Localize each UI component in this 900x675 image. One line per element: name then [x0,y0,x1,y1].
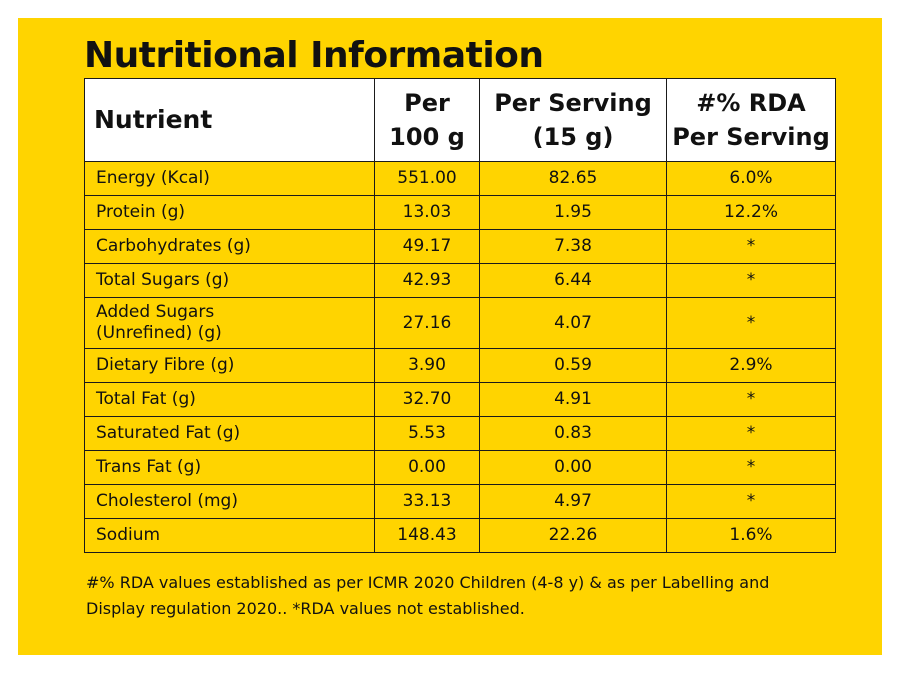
per-100g-value: 3.90 [374,348,480,383]
nutrient-name: Dietary Fibre (g) [84,348,375,383]
rda-value: 12.2% [666,195,836,230]
per-100g-value: 42.93 [374,263,480,298]
nutrient-name: Trans Fat (g) [84,450,375,485]
per-100g-value: 0.00 [374,450,480,485]
per-100g-value: 551.00 [374,161,480,196]
per-100g-value: 49.17 [374,229,480,264]
table-row: Sodium 148.43 22.26 1.6% [84,518,836,553]
rda-value: * [666,263,836,298]
per-serving-value: 6.44 [479,263,667,298]
nutrient-name: Total Sugars (g) [84,263,375,298]
table-row: Added Sugars (Unrefined) (g) 27.16 4.07 … [84,297,836,349]
nutrient-name: Energy (Kcal) [84,161,375,196]
rda-value: 2.9% [666,348,836,383]
nutrient-name: Sodium [84,518,375,553]
per-serving-value: 82.65 [479,161,667,196]
table-header-row: Nutrient Per 100 g Per Serving (15 g) #%… [84,78,836,162]
per-100g-value: 5.53 [374,416,480,451]
table-row: Energy (Kcal) 551.00 82.65 6.0% [84,161,836,196]
per-100g-value: 13.03 [374,195,480,230]
rda-value: * [666,229,836,264]
table-row: Dietary Fibre (g) 3.90 0.59 2.9% [84,348,836,383]
per-100g-value: 33.13 [374,484,480,519]
rda-value: * [666,450,836,485]
per-serving-value: 4.07 [479,297,667,349]
per-serving-value: 0.83 [479,416,667,451]
nutrient-name: Cholesterol (mg) [84,484,375,519]
per-serving-value: 4.91 [479,382,667,417]
per-serving-value: 7.38 [479,229,667,264]
table-row: Total Sugars (g) 42.93 6.44 * [84,263,836,298]
column-header-per-serving: Per Serving (15 g) [479,78,667,162]
nutrient-name: Carbohydrates (g) [84,229,375,264]
nutrient-name: Protein (g) [84,195,375,230]
table-row: Total Fat (g) 32.70 4.91 * [84,382,836,417]
nutrition-table: Nutrient Per 100 g Per Serving (15 g) #%… [84,78,836,553]
table-row: Carbohydrates (g) 49.17 7.38 * [84,229,836,264]
rda-value: * [666,416,836,451]
table-row: Saturated Fat (g) 5.53 0.83 * [84,416,836,451]
page-title: Nutritional Information [84,35,544,76]
per-100g-value: 32.70 [374,382,480,417]
per-100g-value: 148.43 [374,518,480,553]
rda-value: 1.6% [666,518,836,553]
rda-value: * [666,382,836,417]
rda-value: * [666,484,836,519]
column-header-nutrient: Nutrient [84,78,375,162]
per-serving-value: 0.59 [479,348,667,383]
per-serving-value: 22.26 [479,518,667,553]
per-100g-value: 27.16 [374,297,480,349]
nutrient-name: Added Sugars (Unrefined) (g) [84,297,375,349]
column-header-rda: #% RDA Per Serving [666,78,836,162]
per-serving-value: 1.95 [479,195,667,230]
nutrition-panel: Nutritional Information Nutrient Per 100… [18,18,882,655]
table-row: Cholesterol (mg) 33.13 4.97 * [84,484,836,519]
column-header-per-100g: Per 100 g [374,78,480,162]
per-serving-value: 4.97 [479,484,667,519]
footnote: #% RDA values established as per ICMR 20… [86,573,770,618]
table-row: Trans Fat (g) 0.00 0.00 * [84,450,836,485]
rda-value: * [666,297,836,349]
per-serving-value: 0.00 [479,450,667,485]
nutrient-name: Total Fat (g) [84,382,375,417]
rda-value: 6.0% [666,161,836,196]
nutrient-name: Saturated Fat (g) [84,416,375,451]
table-row: Protein (g) 13.03 1.95 12.2% [84,195,836,230]
